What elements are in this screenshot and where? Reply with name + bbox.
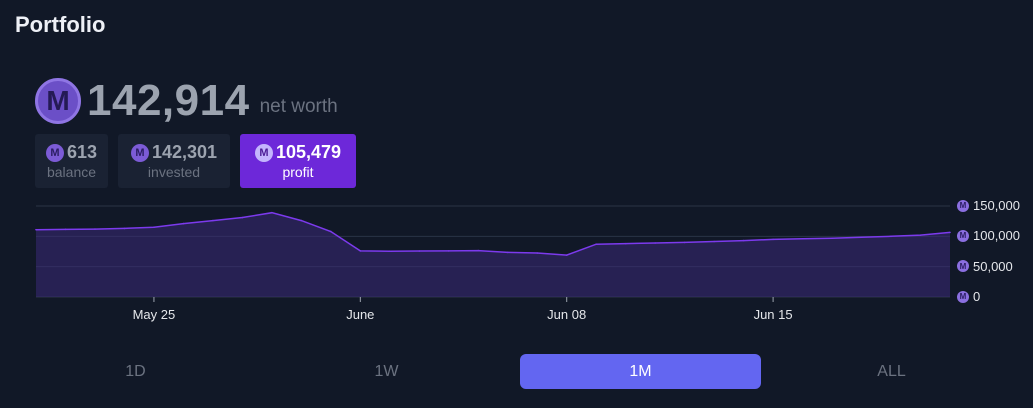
- balance-card[interactable]: M 613 balance: [35, 134, 108, 188]
- x-tick-label: Jun 15: [753, 307, 793, 322]
- y-tick-label: M 50,000: [957, 259, 1013, 274]
- y-tick-text: 0: [973, 289, 981, 304]
- data-point: [94, 228, 96, 230]
- data-point: [359, 250, 362, 252]
- data-point: [241, 216, 244, 219]
- mana-coin-icon: M: [957, 260, 969, 273]
- invested-label: invested: [147, 164, 201, 180]
- mana-coin-icon: M: [130, 143, 149, 162]
- range-tab-1m[interactable]: 1M: [520, 354, 761, 389]
- data-point: [565, 254, 568, 256]
- mana-coin-icon: M: [35, 78, 81, 124]
- range-tab-1d[interactable]: 1D: [125, 363, 146, 380]
- data-point: [949, 231, 951, 234]
- invested-card[interactable]: M 142,301 invested: [118, 134, 230, 188]
- net-worth-line: [35, 211, 951, 256]
- mana-coin-icon: M: [254, 143, 273, 162]
- range-tab-all[interactable]: ALL: [877, 363, 906, 380]
- mana-coin-icon: M: [45, 143, 64, 162]
- y-tick-label: M 150,000: [957, 198, 1020, 213]
- data-point: [801, 237, 804, 240]
- data-point: [64, 228, 67, 231]
- data-point: [182, 222, 185, 225]
- page-title: Portfolio: [15, 12, 106, 37]
- data-point: [919, 234, 922, 236]
- data-point: [153, 226, 155, 229]
- balance-label: balance: [46, 164, 97, 180]
- range-tab-1w[interactable]: 1W: [374, 363, 399, 380]
- data-point: [654, 242, 656, 244]
- data-point: [35, 228, 37, 231]
- net-worth-chart: [35, 205, 951, 302]
- data-point: [713, 240, 715, 243]
- invested-value: 142,301: [151, 142, 218, 162]
- net-worth-value: 142,914: [87, 76, 250, 125]
- data-point: [595, 243, 597, 246]
- y-tick-text: 150,000: [973, 198, 1020, 213]
- data-point: [860, 236, 863, 239]
- data-point: [271, 211, 273, 214]
- x-tick-label: May 25: [132, 307, 176, 322]
- net-worth: M 142,914 net worth: [35, 76, 338, 126]
- profit-label: profit: [282, 164, 314, 180]
- data-point: [477, 249, 480, 252]
- data-point: [212, 219, 214, 222]
- data-point: [742, 239, 745, 242]
- time-range-tabs: 1D 1W 1M ALL: [15, 354, 1020, 389]
- y-tick-text: 50,000: [973, 258, 1013, 274]
- stat-cards: M 613 balance M 142,301 invested M 105,4…: [35, 134, 366, 188]
- data-point: [624, 242, 627, 245]
- net-worth-area: [36, 212, 950, 297]
- balance-value: 613: [66, 142, 98, 162]
- profit-card[interactable]: M 105,479 profit: [240, 134, 356, 188]
- profit-value: 105,479: [275, 142, 342, 162]
- data-point: [447, 250, 450, 252]
- data-point: [123, 227, 126, 230]
- net-worth-label: net worth: [259, 96, 338, 117]
- data-point: [683, 241, 686, 244]
- mana-coin-icon: M: [957, 229, 969, 242]
- x-tick-label: Jun 08: [547, 307, 587, 322]
- data-point: [418, 250, 421, 252]
- data-point: [772, 238, 774, 241]
- data-point: [389, 250, 391, 252]
- mana-coin-icon: M: [957, 199, 969, 212]
- data-point: [330, 230, 332, 233]
- data-point: [831, 237, 833, 239]
- data-point: [506, 251, 509, 254]
- data-point: [300, 219, 303, 222]
- mana-coin-icon: M: [957, 290, 969, 303]
- y-tick-label: M 100,000: [957, 228, 1020, 243]
- data-point: [536, 252, 539, 254]
- y-tick-text: 100,000: [973, 228, 1020, 244]
- x-tick-label: June: [346, 307, 375, 322]
- data-point: [890, 235, 892, 238]
